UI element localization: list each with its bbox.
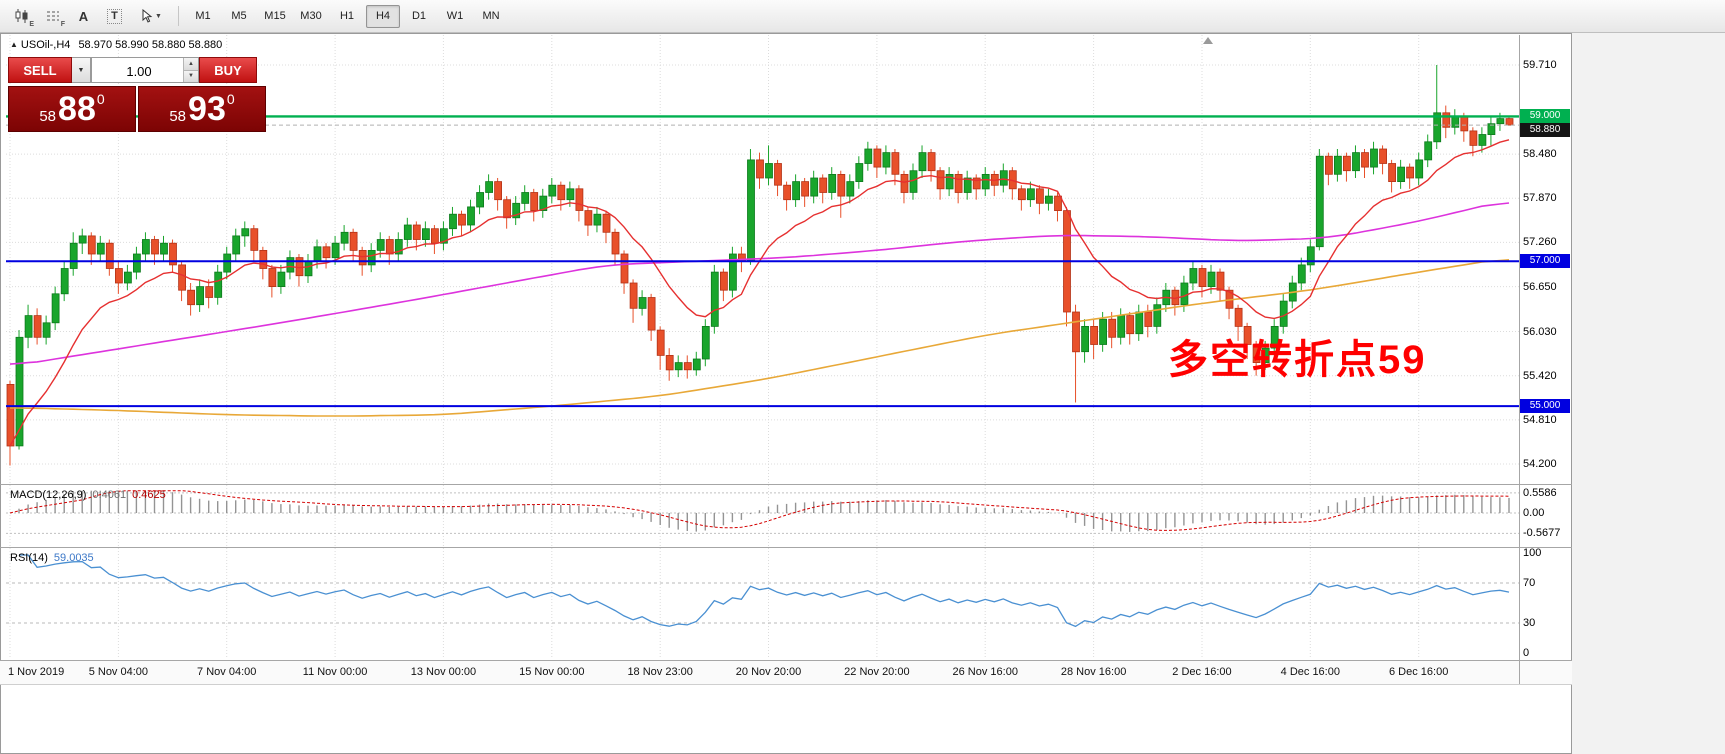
timeframe-button-h1[interactable]: H1: [339, 10, 355, 22]
price-tick-label: 57.260: [1523, 236, 1557, 249]
volume-input[interactable]: [92, 58, 186, 84]
price-tick-label: 58.480: [1523, 148, 1557, 161]
price-line-label-55: 55.000: [1520, 399, 1570, 414]
pane-separator: [0, 684, 1572, 685]
price-line-label-59: 59.000: [1520, 109, 1570, 124]
time-tick-label: 4 Dec 16:00: [1280, 666, 1340, 678]
macd-axis-label: -0.5677: [1523, 527, 1561, 540]
one-click-trade-panel: SELL ▼ ▲ ▼ BUY: [8, 57, 257, 84]
volume-dropdown-button[interactable]: ▼: [72, 57, 91, 83]
price-tick-label: 57.870: [1523, 192, 1557, 205]
time-tick-label: 13 Nov 00:00: [410, 666, 477, 678]
cursor-tool-button[interactable]: ▼: [131, 3, 171, 29]
volume-field-wrap: ▲ ▼: [91, 57, 199, 84]
tool-sub-label: F: [60, 21, 65, 28]
volume-stepper: ▲ ▼: [183, 58, 198, 82]
price-line-label-57: 57.000: [1520, 254, 1570, 269]
timeframe-button-w1[interactable]: W1: [446, 10, 464, 22]
main-toolbar: E F A T ▼ M1 M5 M15 M30 H1 H4 D1 W1 MN: [0, 0, 1725, 33]
timeframe-button-m5[interactable]: M5: [231, 10, 247, 22]
time-tick-label: 20 Nov 20:00: [735, 666, 802, 678]
chevron-down-icon: ▼: [77, 66, 85, 74]
time-tick-label: 18 Nov 23:00: [627, 666, 693, 678]
time-tick-label: 15 Nov 00:00: [519, 666, 585, 678]
toolbar-separator: [178, 6, 179, 26]
lines-icon: [46, 11, 59, 21]
price-tick-label: 56.650: [1523, 280, 1557, 293]
time-tick-label: 1 Nov 2019: [8, 666, 65, 678]
time-tick-label: 6 Dec 16:00: [1389, 666, 1449, 678]
rsi-axis-label: 30: [1523, 617, 1536, 629]
timeframe-button-d1[interactable]: D1: [411, 10, 427, 22]
pane-separator: [0, 660, 1572, 661]
bid-price-display[interactable]: 58 88 0: [8, 86, 136, 132]
spin-up-button[interactable]: ▲: [183, 58, 198, 71]
collapse-icon[interactable]: ▲: [10, 40, 18, 49]
rsi-axis-label: 100: [1523, 547, 1542, 559]
chart-annotation: 多空转折点59: [1168, 338, 1427, 382]
chart-shift-marker[interactable]: [1203, 37, 1213, 44]
rsi-label: RSI(14) 59.0035: [10, 552, 94, 564]
current-price-label: 58.880: [1520, 123, 1570, 138]
chart-window: [0, 33, 1572, 754]
timeframe-button-m1[interactable]: M1: [195, 10, 211, 22]
timeframe-button-mn[interactable]: MN: [482, 10, 500, 22]
chart-type-icon[interactable]: E: [7, 3, 36, 29]
price-tick-label: 54.810: [1523, 413, 1557, 426]
timeframe-button-h4[interactable]: H4: [366, 4, 400, 28]
price-tick-label: 54.200: [1523, 458, 1557, 471]
chart-ohlc-values: 58.970 58.990 58.880 58.880: [78, 39, 223, 51]
price-tick-label: 56.030: [1523, 325, 1557, 338]
time-tick-label: 28 Nov 16:00: [1060, 666, 1127, 678]
pane-separator[interactable]: [0, 484, 1572, 485]
grid-icon[interactable]: F: [38, 3, 67, 29]
pane-separator[interactable]: [0, 547, 1572, 548]
chart-title: ▲ USOil-,H4 58.970 58.990 58.880 58.880: [10, 39, 222, 51]
timeframe-button-m15[interactable]: M15: [264, 10, 286, 22]
price-tick-label: 59.710: [1523, 59, 1557, 71]
quote-row: 58 88 0 58 93 0: [8, 86, 268, 132]
timeframe-button-m30[interactable]: M30: [300, 10, 322, 22]
timeframe-group: M1 M5 M15 M30 H1 H4 D1 W1 MN: [185, 4, 509, 28]
rsi-pane[interactable]: [6, 548, 1519, 659]
price-tick-label: 55.420: [1523, 369, 1557, 382]
time-tick-label: 22 Nov 20:00: [844, 666, 910, 678]
time-tick-label: 2 Dec 16:00: [1172, 666, 1232, 678]
time-tick-label: 11 Nov 00:00: [302, 666, 368, 678]
buy-button[interactable]: BUY: [199, 57, 257, 83]
price-axis-line: [1519, 35, 1520, 684]
time-axis[interactable]: 1 Nov 2019 5 Nov 04:00 7 Nov 04:00 11 Nov 0…: [0, 661, 1572, 684]
ask-price-display[interactable]: 58 93 0: [138, 86, 266, 132]
chevron-down-icon: ▼: [155, 12, 162, 20]
time-tick-label: 7 Nov 04:00: [197, 666, 257, 678]
macd-axis-label: 0.5586: [1523, 486, 1557, 499]
chart-symbol-label: USOil-,H4: [20, 39, 71, 51]
rsi-axis-label: 0: [1523, 647, 1530, 659]
macd-pane[interactable]: [6, 485, 1519, 546]
cursor-icon: [142, 9, 153, 23]
time-tick-label: 26 Nov 16:00: [952, 666, 1018, 678]
sell-button[interactable]: SELL: [8, 57, 72, 83]
spin-down-button[interactable]: ▼: [183, 70, 198, 82]
text-tool-button[interactable]: A: [78, 8, 89, 24]
macd-label: MACD(12,26,9) 0.4061 0.4625: [10, 489, 166, 501]
textbox-tool-button[interactable]: T: [100, 3, 129, 29]
macd-axis-label: 0.00: [1523, 507, 1545, 519]
tool-sub-label: E: [29, 21, 34, 28]
main-chart-pane[interactable]: [6, 35, 1519, 484]
time-tick-label: 5 Nov 04:00: [88, 666, 149, 678]
candlestick-icon: [15, 9, 27, 23]
rsi-axis-label: 70: [1523, 577, 1536, 589]
